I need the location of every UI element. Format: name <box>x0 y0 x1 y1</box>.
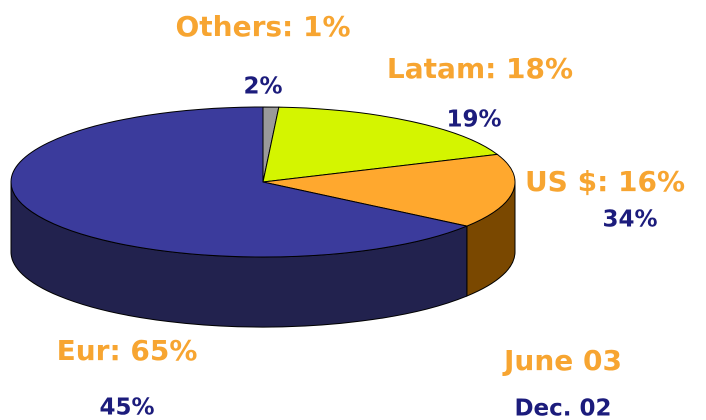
pie-slice <box>262 106 499 183</box>
data-label: US $: 16% <box>525 165 685 198</box>
legend-series-1: Dec. 02 <box>514 396 611 420</box>
pie-tops <box>10 106 516 258</box>
pie <box>10 106 516 328</box>
data-label: 2% <box>243 74 282 100</box>
legend-series-0: June 03 <box>502 344 622 377</box>
data-label: Others: 1% <box>175 10 350 43</box>
data-label: 45% <box>99 395 154 420</box>
data-label: 34% <box>602 207 657 233</box>
pie-slice <box>10 106 469 258</box>
data-label: Eur: 65% <box>57 334 198 367</box>
data-label: Latam: 18% <box>387 52 573 85</box>
pie-slice <box>262 153 516 227</box>
data-label: 19% <box>446 107 501 133</box>
